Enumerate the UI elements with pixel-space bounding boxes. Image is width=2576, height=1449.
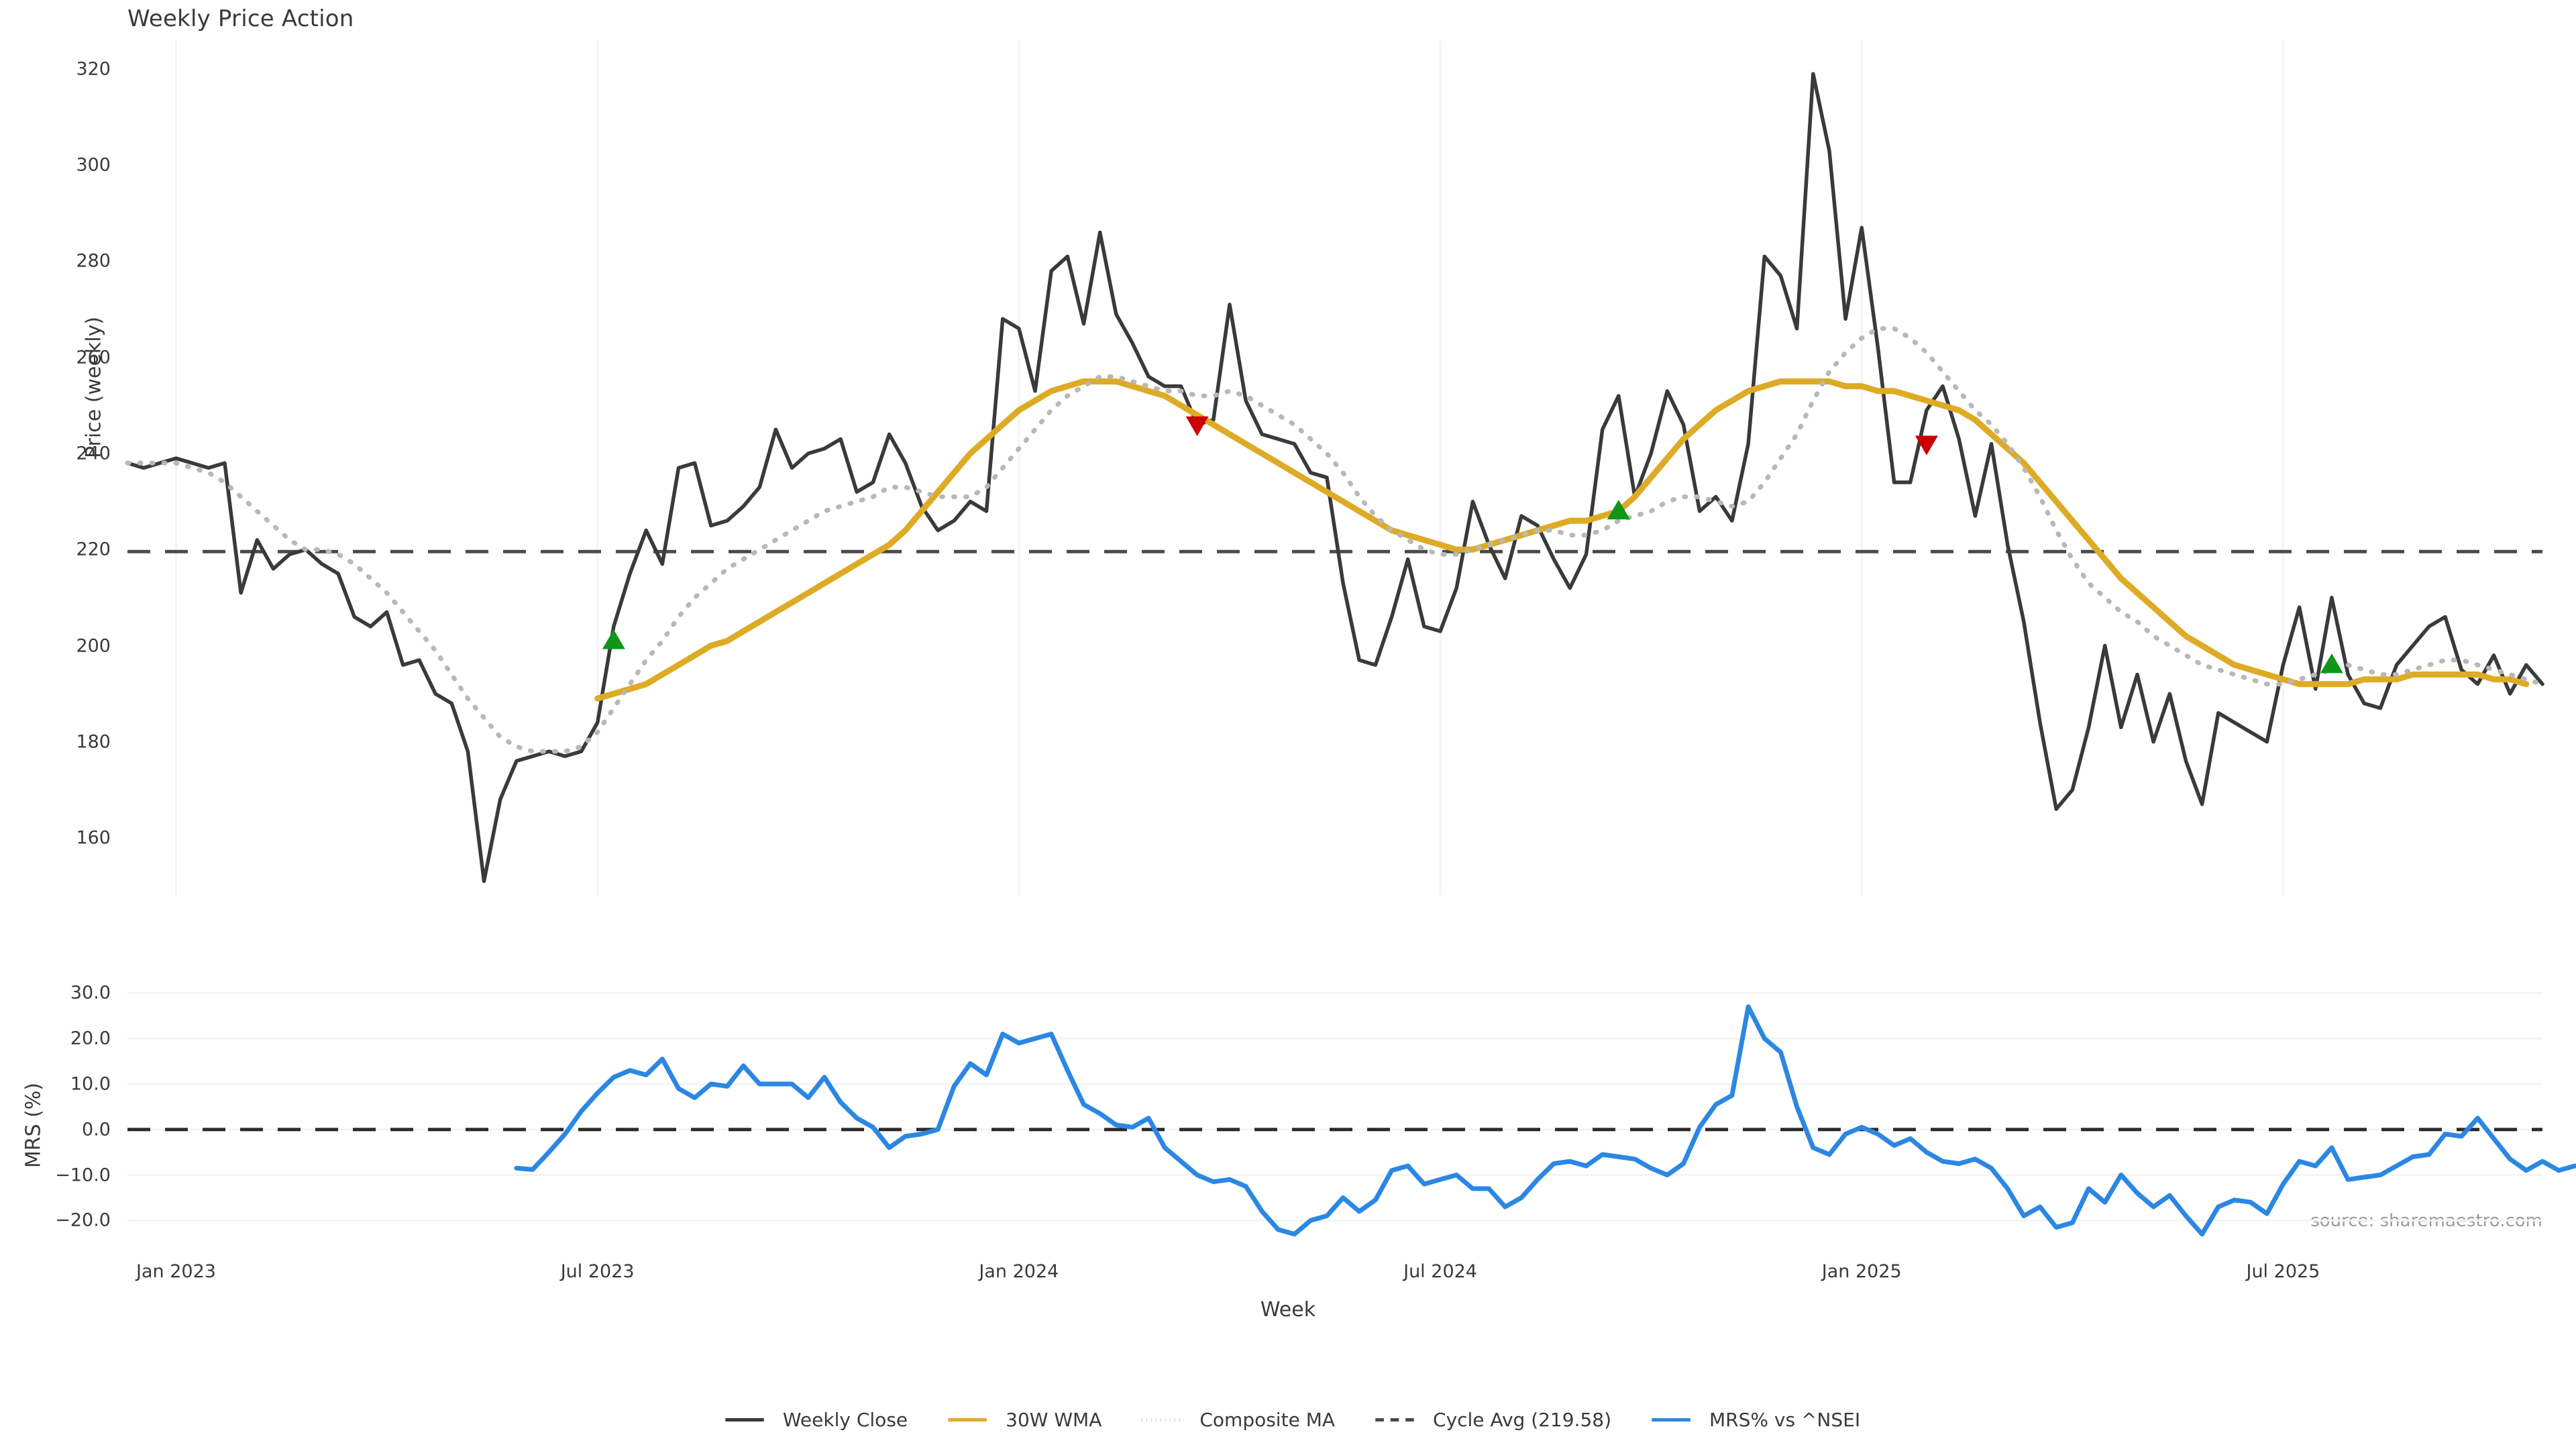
legend-label: Composite MA xyxy=(1199,1409,1336,1431)
x-tick: Jan 2024 xyxy=(979,1261,1059,1282)
legend-item-30w-wma[interactable]: 30W WMA xyxy=(938,1409,1102,1431)
mrs-y-tick: 20.0 xyxy=(70,1028,111,1049)
legend-swatch-icon xyxy=(1375,1418,1414,1421)
mrs-y-tick: −20.0 xyxy=(55,1210,111,1231)
price-y-tick: 180 xyxy=(76,731,111,753)
mrs-y-tick: 30.0 xyxy=(70,982,111,1004)
legend-item-cycle-avg-219-58[interactable]: Cycle Avg (219.58) xyxy=(1366,1409,1611,1431)
x-tick: Jul 2024 xyxy=(1403,1261,1477,1282)
chart-title: Weekly Price Action xyxy=(127,5,354,32)
price-y-tick: 160 xyxy=(76,827,111,849)
x-tick-labels: Jan 2023 Jul 2023 Jan 2024 Jul 2024 Jan 2025… xyxy=(127,1261,2542,1288)
buy-signal-marker xyxy=(602,629,625,649)
x-tick: Jul 2025 xyxy=(2246,1261,2320,1282)
legend-label: Weekly Close xyxy=(782,1409,908,1431)
mrs-line xyxy=(514,1004,2576,1237)
legend-item-composite-ma[interactable]: Composite MA xyxy=(1132,1409,1335,1431)
chart-legend: Weekly Close 30W WMA Composite MA Cycle Avg… xyxy=(0,1409,2576,1431)
price-y-tick: 300 xyxy=(76,154,111,176)
price-panel xyxy=(125,40,2545,896)
price-y-tick: 200 xyxy=(76,635,111,657)
legend-item-mrs-vs-nsei[interactable]: MRS% vs ^NSEI xyxy=(1642,1409,1860,1431)
legend-label: MRS% vs ^NSEI xyxy=(1709,1409,1861,1431)
mrs-y-tick-labels: −20.0 −10.0 0.0 10.0 20.0 30.0 xyxy=(0,979,111,1248)
legend-swatch-icon xyxy=(725,1418,764,1421)
price-y-tick-labels: 160 180 200 220 240 260 280 300 320 xyxy=(0,40,111,896)
legend-item-weekly-close[interactable]: Weekly Close xyxy=(716,1409,908,1431)
legend-swatch-icon xyxy=(1652,1418,1690,1421)
sell-signal-marker xyxy=(1915,435,1938,455)
mrs-y-tick: 10.0 xyxy=(70,1073,111,1095)
mrs-y-tick: −10.0 xyxy=(55,1165,111,1186)
legend-label: 30W WMA xyxy=(1006,1409,1102,1431)
x-axis-label: Week xyxy=(1260,1298,1316,1322)
x-tick: Jul 2023 xyxy=(560,1261,635,1282)
legend-swatch-icon xyxy=(948,1418,987,1421)
price-y-tick: 280 xyxy=(76,250,111,272)
price-y-tick: 220 xyxy=(76,539,111,560)
mrs-y-tick: 0.0 xyxy=(82,1119,111,1140)
legend-swatch-icon xyxy=(1142,1418,1181,1421)
mrs-panel xyxy=(127,979,2576,1248)
weekly-close-line xyxy=(125,72,2544,883)
price-y-tick: 260 xyxy=(76,347,111,368)
30w-wma-line xyxy=(594,378,2530,702)
legend-label: Cycle Avg (219.58) xyxy=(1433,1409,1612,1431)
price-y-tick: 240 xyxy=(76,443,111,464)
x-tick: Jan 2023 xyxy=(136,1261,216,1282)
x-tick: Jan 2025 xyxy=(1821,1261,1902,1282)
buy-signal-marker xyxy=(1607,499,1630,520)
price-y-tick: 320 xyxy=(76,58,111,80)
buy-signal-marker xyxy=(2320,653,2343,674)
composite-ma-line xyxy=(125,326,2545,754)
sell-signal-marker xyxy=(1185,416,1209,437)
